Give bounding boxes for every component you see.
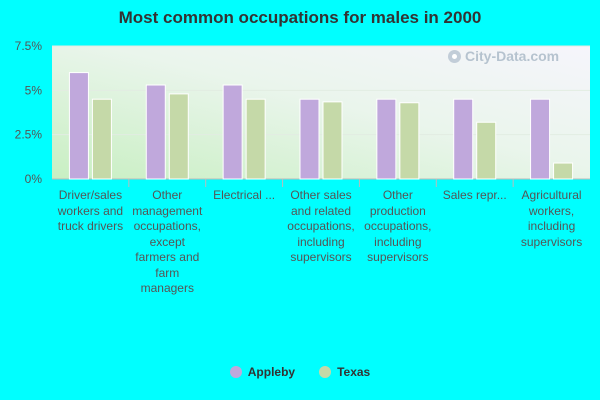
y-tick-label: 5% <box>25 83 43 97</box>
y-tick-label: 7.5% <box>15 39 43 53</box>
y-tick-label: 2.5% <box>15 128 43 142</box>
bars <box>68 72 574 180</box>
bar-texas[interactable] <box>168 93 189 180</box>
legend-label-appleby: Appleby <box>247 365 296 379</box>
y-axis-ticks: 0% 2.5% 5% 7.5% <box>15 39 43 186</box>
x-tick-label: Agricultural workers, including supervis… <box>520 188 583 249</box>
watermark: City-Data.com <box>448 48 559 64</box>
bar-appleby[interactable] <box>530 98 551 180</box>
bar-appleby[interactable] <box>222 84 243 180</box>
gridlines <box>52 45 590 187</box>
legend-item-texas[interactable]: Texas <box>319 365 370 379</box>
x-tick-label: Other sales and related occupations, inc… <box>287 188 355 264</box>
bar-texas[interactable] <box>476 121 497 180</box>
legend-item-appleby[interactable]: Appleby <box>229 365 296 379</box>
legend-label-texas: Texas <box>337 365 371 379</box>
x-tick-label: Other management occupations, except far… <box>132 188 203 295</box>
bar-appleby[interactable] <box>299 98 320 180</box>
chart-title: Most common occupations for males in 200… <box>118 8 482 27</box>
plot-area <box>52 46 590 179</box>
bar-appleby[interactable] <box>68 72 89 180</box>
bar-texas[interactable] <box>553 162 574 180</box>
x-tick-label: Electrical ... <box>213 188 276 202</box>
watermark-text: City-Data.com <box>465 48 560 64</box>
bar-texas[interactable] <box>245 98 266 180</box>
x-tick-label: Other production occupations, including … <box>364 188 432 264</box>
x-tick-label: Sales repr... <box>442 188 507 202</box>
bar-appleby[interactable] <box>376 98 397 180</box>
x-tick-label: Driver/sales workers and truck drivers <box>57 188 124 233</box>
bar-appleby[interactable] <box>453 98 474 180</box>
bar-texas[interactable] <box>91 98 112 180</box>
legend-swatch-appleby <box>229 366 242 378</box>
legend: Appleby Texas <box>0 365 600 379</box>
bar-appleby[interactable] <box>145 84 166 180</box>
legend-swatch-texas <box>319 366 332 378</box>
bar-texas[interactable] <box>322 101 343 180</box>
bar-texas[interactable] <box>399 102 420 180</box>
magnifier-icon <box>448 49 461 63</box>
y-tick-label: 0% <box>25 172 43 186</box>
